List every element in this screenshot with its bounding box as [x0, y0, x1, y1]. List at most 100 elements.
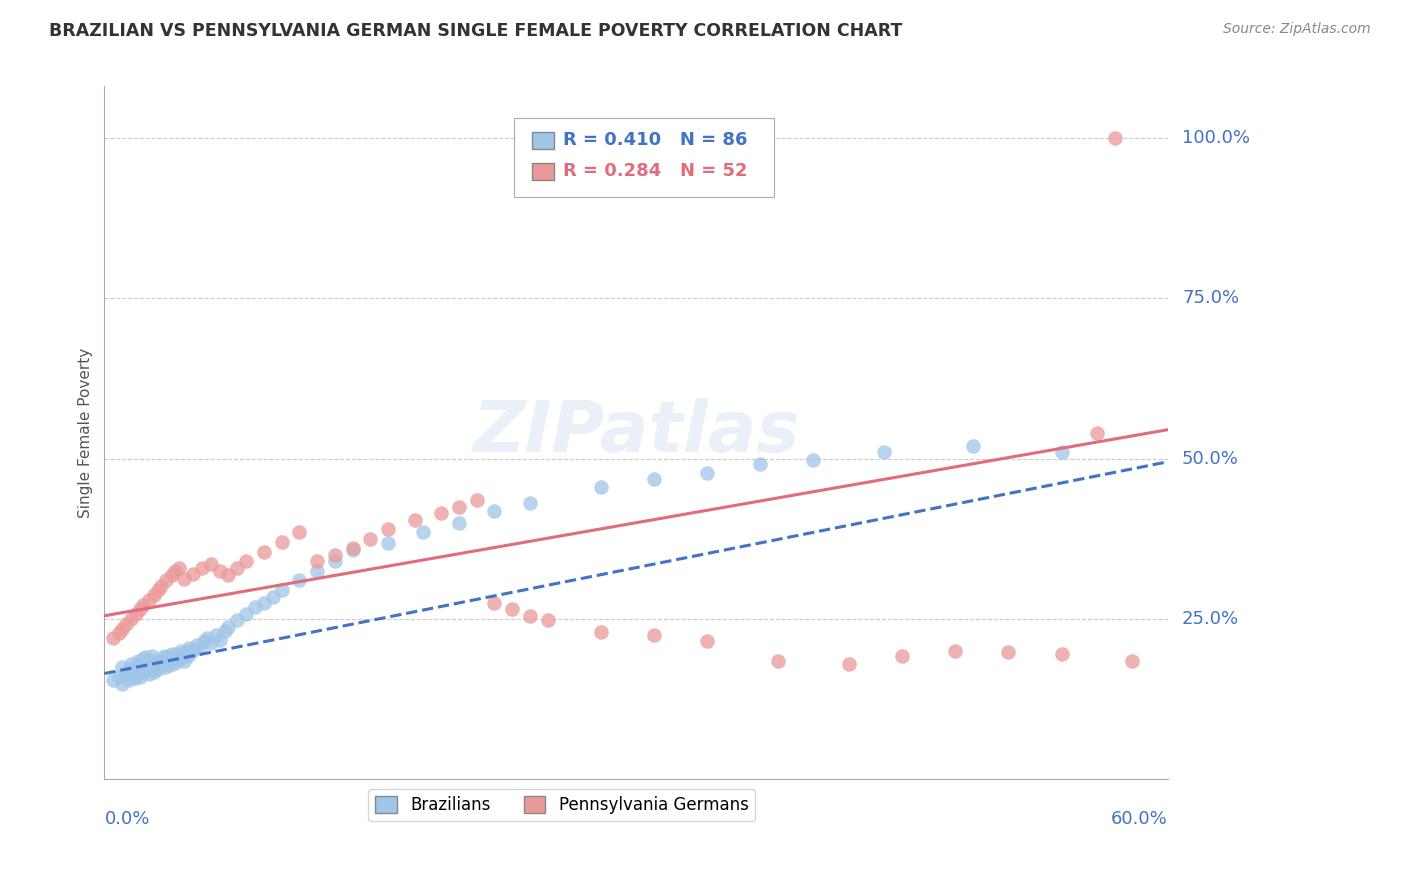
Point	[484, 596, 506, 610]
Point	[377, 536, 399, 550]
Point	[128, 660, 150, 674]
Point	[200, 636, 222, 650]
Point	[111, 660, 134, 674]
Point	[150, 579, 173, 593]
Point	[214, 624, 236, 638]
Point	[160, 647, 183, 661]
Point	[169, 644, 191, 658]
Point	[997, 645, 1019, 659]
Point	[153, 660, 176, 674]
Point	[643, 472, 665, 486]
Point	[253, 544, 276, 558]
Point	[262, 590, 284, 604]
Point	[172, 648, 194, 663]
Point	[114, 617, 136, 632]
Point	[253, 596, 276, 610]
Point	[1121, 654, 1143, 668]
Point	[165, 564, 187, 578]
Point	[270, 583, 292, 598]
Point	[134, 660, 156, 674]
Point	[143, 665, 166, 679]
Point	[749, 457, 772, 471]
Point	[173, 654, 195, 668]
Point	[162, 652, 184, 666]
Point	[501, 602, 523, 616]
Point	[193, 634, 215, 648]
Point	[307, 564, 329, 578]
Point	[174, 645, 197, 659]
Point	[138, 592, 160, 607]
Point	[114, 668, 136, 682]
Point	[205, 628, 228, 642]
Point	[131, 656, 153, 670]
Point	[166, 647, 188, 661]
Point	[696, 466, 718, 480]
Point	[135, 655, 157, 669]
Point	[519, 608, 541, 623]
Point	[191, 560, 214, 574]
Point	[148, 657, 170, 671]
Point	[143, 588, 166, 602]
Point	[132, 662, 155, 676]
Point	[167, 560, 190, 574]
Point	[447, 500, 470, 514]
Text: ZIPatlas: ZIPatlas	[472, 399, 800, 467]
Point	[803, 453, 825, 467]
Point	[891, 649, 914, 664]
Point	[138, 658, 160, 673]
Point	[159, 658, 181, 673]
Point	[120, 662, 142, 676]
Text: 100.0%: 100.0%	[1182, 128, 1250, 146]
Point	[412, 525, 434, 540]
Point	[173, 572, 195, 586]
Point	[1104, 130, 1126, 145]
Point	[103, 673, 125, 687]
Point	[447, 516, 470, 530]
Point	[1050, 445, 1073, 459]
Point	[128, 670, 150, 684]
Point	[111, 677, 134, 691]
Text: BRAZILIAN VS PENNSYLVANIA GERMAN SINGLE FEMALE POVERTY CORRELATION CHART: BRAZILIAN VS PENNSYLVANIA GERMAN SINGLE …	[49, 22, 903, 40]
Point	[132, 598, 155, 612]
Point	[181, 567, 204, 582]
Point	[167, 652, 190, 666]
Point	[1085, 425, 1108, 440]
Point	[131, 665, 153, 679]
Point	[103, 632, 125, 646]
Point	[188, 640, 211, 655]
Point	[124, 671, 146, 685]
Point	[134, 650, 156, 665]
Point	[226, 560, 249, 574]
Point	[962, 439, 984, 453]
Point	[186, 638, 208, 652]
Point	[179, 640, 201, 655]
Point	[226, 613, 249, 627]
Point	[165, 656, 187, 670]
Point	[181, 642, 204, 657]
Text: 50.0%: 50.0%	[1182, 450, 1239, 467]
Point	[359, 532, 381, 546]
Text: 0.0%: 0.0%	[104, 810, 150, 828]
Point	[696, 634, 718, 648]
Point	[377, 522, 399, 536]
Point	[404, 512, 426, 526]
Text: R = 0.284   N = 52: R = 0.284 N = 52	[564, 162, 748, 180]
Point	[323, 554, 346, 568]
Point	[943, 644, 966, 658]
Point	[117, 665, 139, 679]
Point	[176, 649, 198, 664]
Point	[107, 626, 129, 640]
Point	[160, 568, 183, 582]
Point	[139, 663, 162, 677]
Point	[838, 657, 860, 671]
Point	[127, 654, 149, 668]
Point	[519, 496, 541, 510]
Point	[465, 493, 488, 508]
Point	[141, 660, 163, 674]
Point	[288, 574, 311, 588]
Point	[111, 622, 134, 636]
Point	[288, 525, 311, 540]
Point	[107, 670, 129, 684]
Point	[120, 657, 142, 671]
Text: Source: ZipAtlas.com: Source: ZipAtlas.com	[1223, 22, 1371, 37]
